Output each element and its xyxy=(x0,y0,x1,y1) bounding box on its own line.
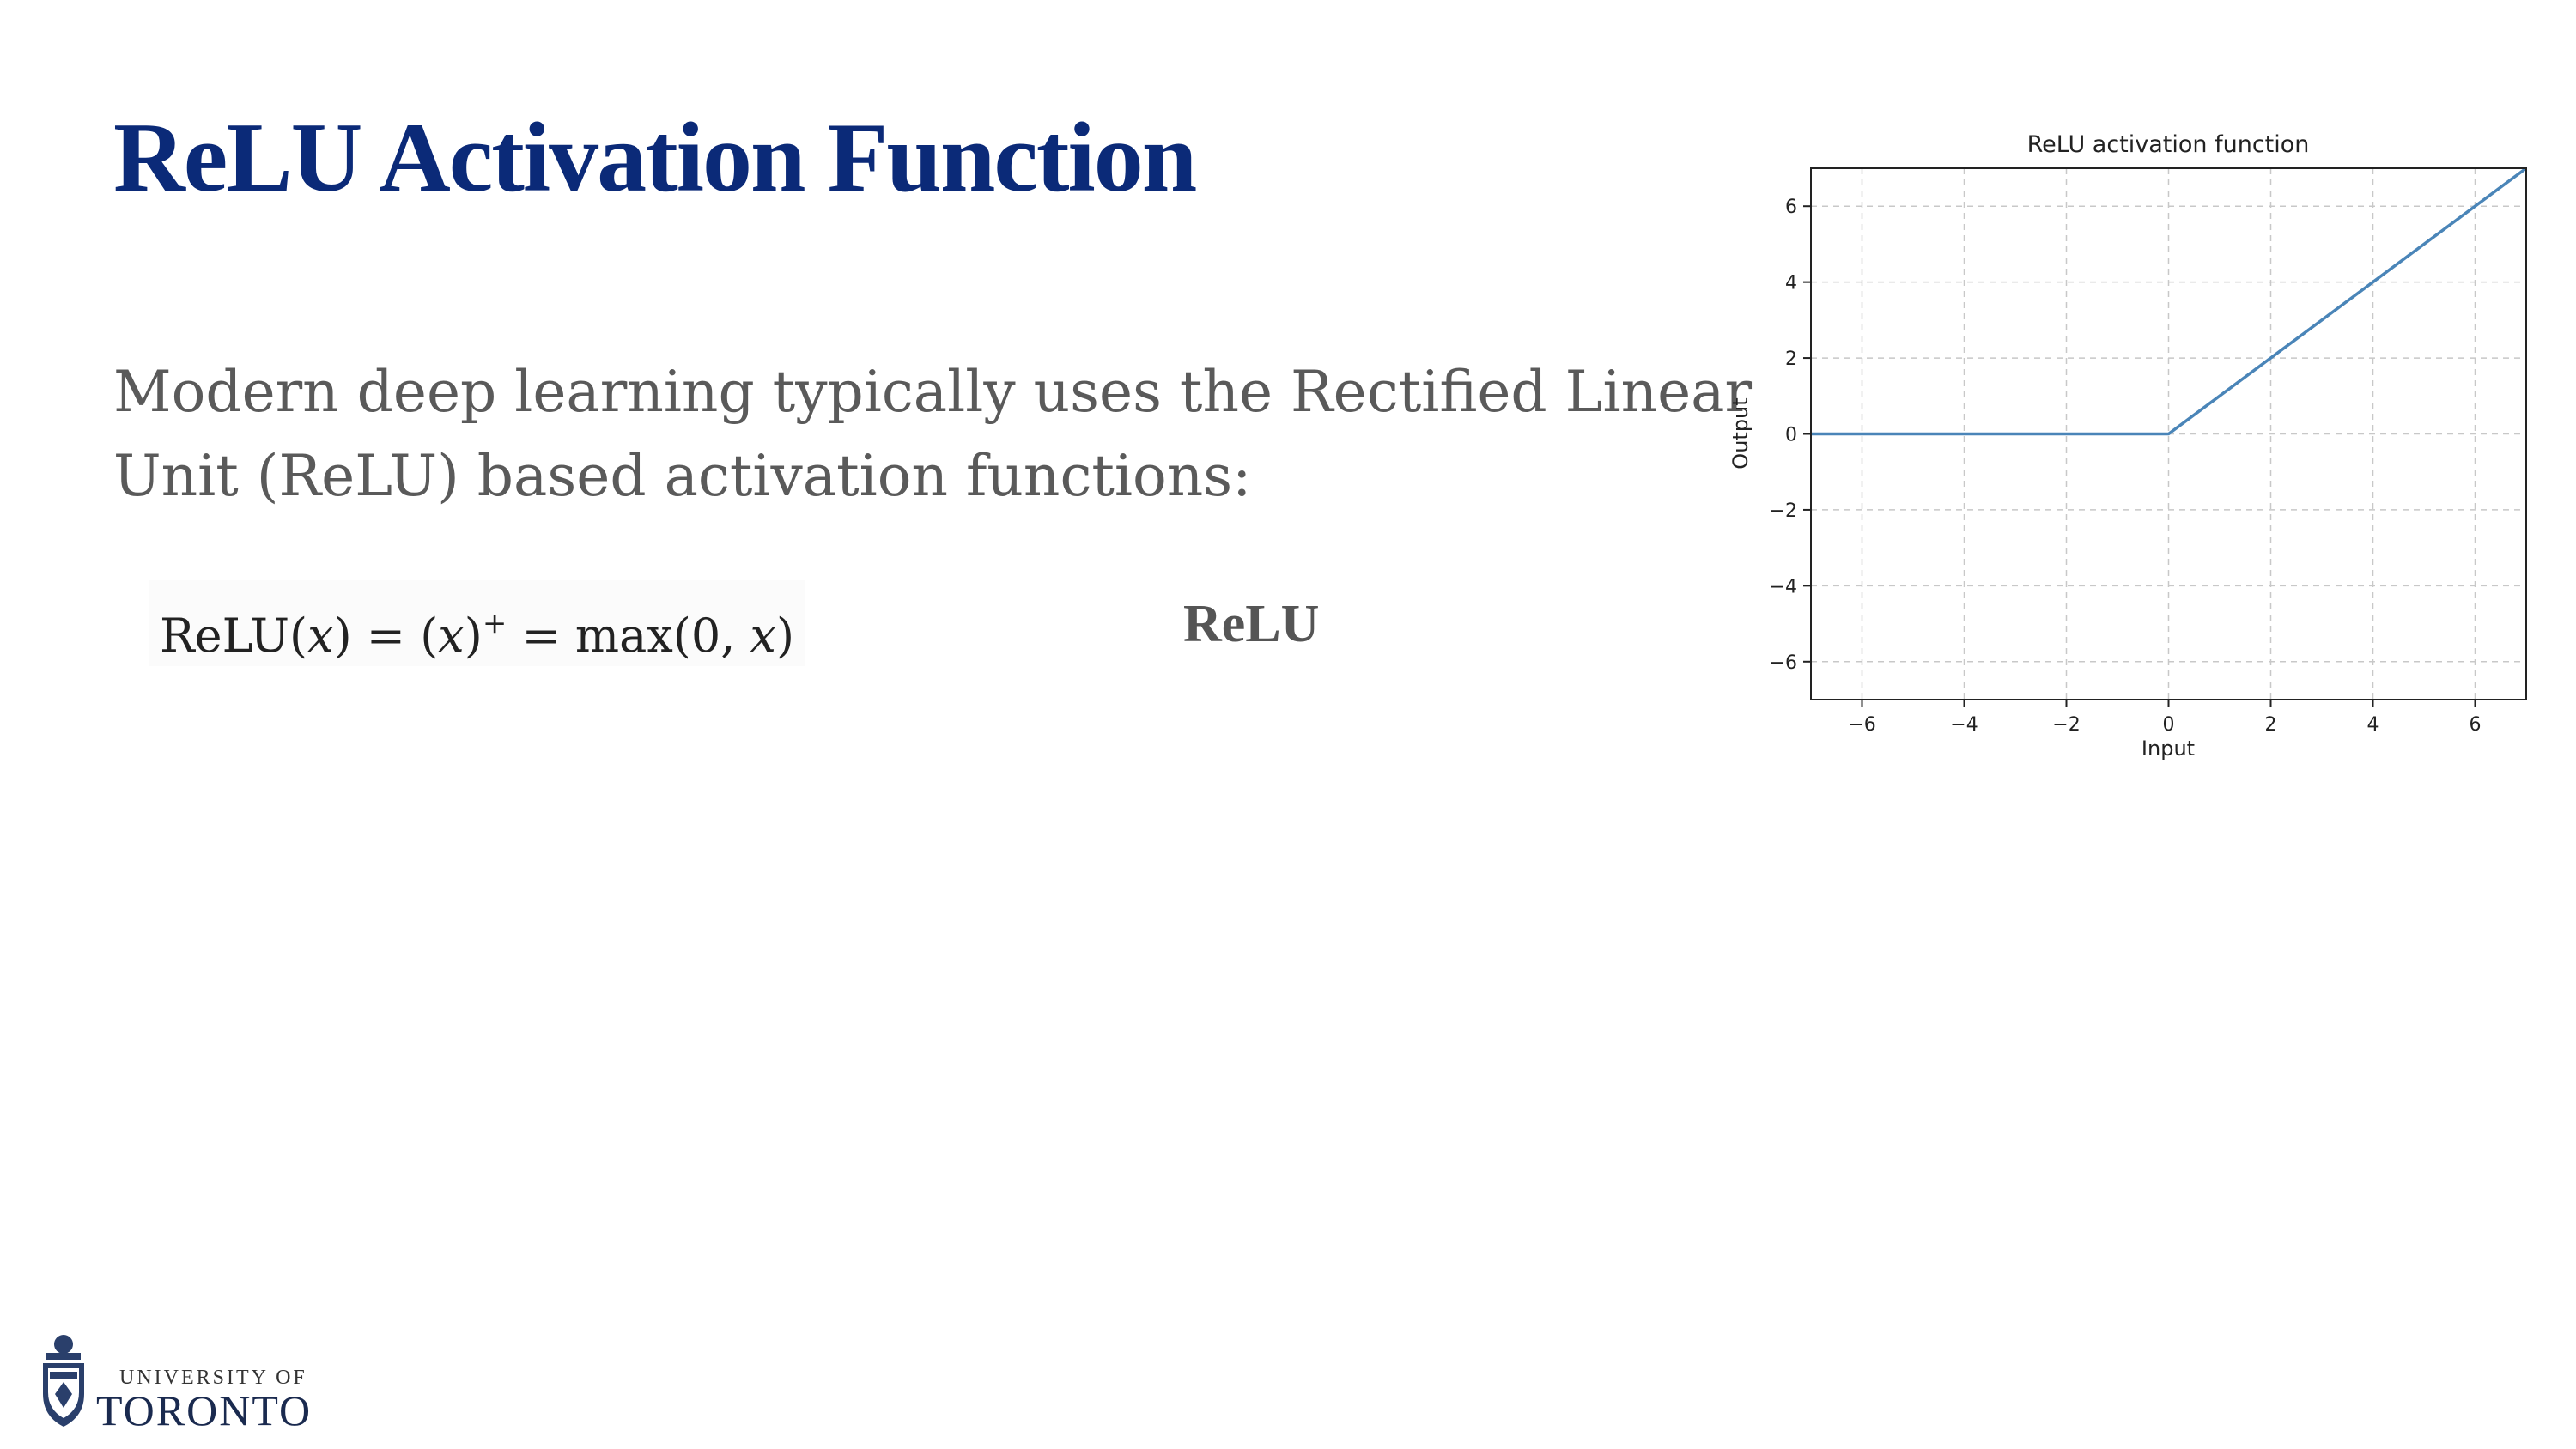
y-tick-label: 2 xyxy=(1785,349,1797,370)
x-tick-label: −4 xyxy=(1950,714,1978,736)
x-tick-label: −6 xyxy=(1848,714,1875,736)
relu-chart: ReLU activation function Input Output −6… xyxy=(1717,120,2542,777)
y-tick-label: 0 xyxy=(1785,425,1797,446)
x-tick-label: 0 xyxy=(2163,714,2175,736)
formula-var: x xyxy=(750,609,776,663)
crest-icon xyxy=(43,1335,84,1427)
y-tick-label: −2 xyxy=(1770,500,1797,522)
formula-var: x xyxy=(438,609,465,663)
relu-formula: ReLU(x) = (x)+ = max(0, x) xyxy=(149,580,805,666)
y-tick-label: 4 xyxy=(1785,273,1797,294)
formula-part: ) = ( xyxy=(333,609,439,663)
x-tick-label: −2 xyxy=(2052,714,2080,736)
university-logo: UNIVERSITY OF TORONTO xyxy=(38,1332,321,1440)
formula-part: = max(0, xyxy=(507,609,750,663)
formula-var: x xyxy=(307,609,334,663)
x-tick-label: 2 xyxy=(2265,714,2277,736)
formula-superscript: + xyxy=(482,606,507,640)
relu-series-line xyxy=(1811,167,2528,436)
y-tick-label: −4 xyxy=(1770,576,1797,597)
chart-title: ReLU activation function xyxy=(2027,131,2310,158)
x-tick-label: 4 xyxy=(2367,714,2379,736)
chart-ylabel: Output xyxy=(1728,397,1753,469)
formula-part: ReLU( xyxy=(160,609,308,663)
body-line-1: Modern deep learning typically uses the … xyxy=(113,359,1753,425)
slide-title: ReLU Activation Function xyxy=(113,103,1197,213)
body-text: Modern deep learning typically uses the … xyxy=(113,350,1753,518)
y-tick-label: −6 xyxy=(1770,652,1797,674)
relu-chart-svg: ReLU activation function Input Output −6… xyxy=(1728,131,2528,761)
formula-part: ) xyxy=(464,609,483,663)
logo-toronto: TORONTO xyxy=(96,1386,313,1434)
formula-part: ) xyxy=(776,609,795,663)
logo-university-of: UNIVERSITY OF xyxy=(119,1367,307,1389)
relu-label: ReLU xyxy=(1183,595,1320,653)
chart-xlabel: Input xyxy=(2142,737,2195,761)
y-tick-label: 6 xyxy=(1785,197,1797,218)
x-tick-label: 6 xyxy=(2470,714,2482,736)
body-line-2: Unit (ReLU) based activation functions: xyxy=(113,443,1252,509)
